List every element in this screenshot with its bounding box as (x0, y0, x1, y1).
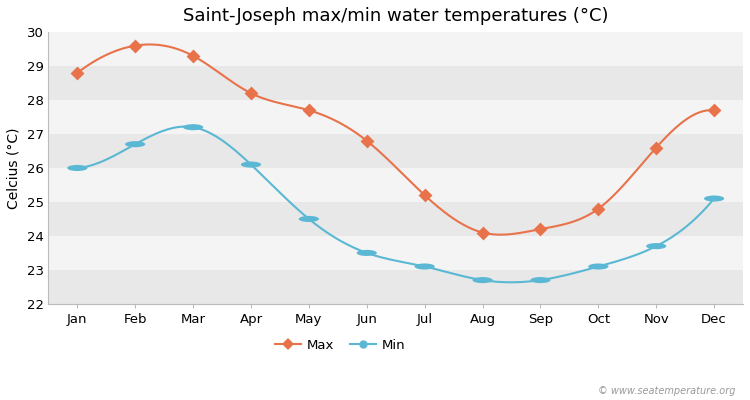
Point (708, 107, 720, 114)
Bar (48, 202, 743, 236)
Bar (48, 270, 743, 304)
Bar (48, 100, 743, 134)
Point (187, 53, 199, 59)
Legend: Max, Min: Max, Min (270, 334, 410, 357)
Point (245, 90, 257, 96)
Point (476, 229, 488, 236)
Ellipse shape (530, 277, 550, 283)
Ellipse shape (357, 250, 377, 256)
Bar (48, 236, 743, 270)
Ellipse shape (646, 243, 666, 249)
Point (419, 192, 430, 198)
Bar (48, 32, 743, 66)
Ellipse shape (241, 162, 261, 168)
Point (129, 42, 141, 49)
Y-axis label: Celcius (°C): Celcius (°C) (7, 127, 21, 209)
Ellipse shape (125, 141, 146, 147)
Point (303, 107, 315, 114)
Ellipse shape (68, 165, 88, 171)
Bar (48, 168, 743, 202)
Point (650, 144, 662, 151)
Ellipse shape (298, 216, 319, 222)
Bar (48, 134, 743, 168)
Ellipse shape (415, 264, 435, 270)
Point (592, 206, 604, 212)
Bar (48, 66, 743, 100)
Point (535, 226, 547, 232)
Ellipse shape (472, 277, 493, 283)
Text: © www.seatemperature.org: © www.seatemperature.org (598, 386, 735, 396)
Ellipse shape (588, 264, 608, 270)
Title: Saint-Joseph max/min water temperatures (°C): Saint-Joseph max/min water temperatures … (183, 7, 608, 25)
Ellipse shape (704, 196, 724, 202)
Point (71, 70, 83, 76)
Ellipse shape (183, 124, 203, 130)
Point (361, 138, 373, 144)
